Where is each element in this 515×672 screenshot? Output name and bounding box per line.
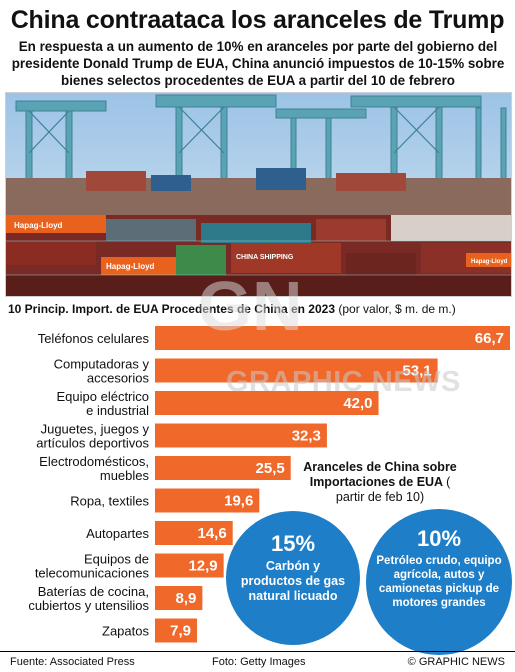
footer: Fuente: Associated Press Foto: Getty Ima… xyxy=(0,651,515,672)
tariff-title: Aranceles de China sobre Importaciones d… xyxy=(296,460,464,505)
tariff-description: Petróleo crudo, equipo agrícola, autos y… xyxy=(376,555,502,609)
bar xyxy=(155,456,291,480)
photo-credit: Foto: Getty Images xyxy=(212,656,306,668)
tariff-percent: 10% xyxy=(416,526,462,551)
source-credit: Fuente: Associated Press xyxy=(10,656,135,668)
tariff-title-text: Aranceles de China sobre Importaciones d… xyxy=(303,460,457,489)
container-label: CHINA SHIPPING xyxy=(236,254,294,261)
bar xyxy=(155,521,233,545)
bar xyxy=(155,391,379,415)
bar xyxy=(155,488,260,513)
container-label: Hapag-Lloyd xyxy=(14,221,63,230)
copyright: © GRAPHIC NEWS xyxy=(407,656,505,668)
tariff-date-note: ( partir de feb 10) xyxy=(335,475,451,504)
bar-value-label: 42,0 xyxy=(343,395,372,412)
bar xyxy=(155,423,327,448)
page-title: China contraataca los aranceles de Trump xyxy=(10,6,505,34)
bar-value-label: 32,3 xyxy=(292,428,321,445)
bar xyxy=(155,618,198,643)
bar xyxy=(155,326,510,350)
tariff-bubble-10: 10% Petróleo crudo, equipo agrícola, aut… xyxy=(366,509,512,655)
bar-value-label: 53,1 xyxy=(402,363,431,380)
bar-value-label: 25,5 xyxy=(256,460,285,477)
port-cranes-photo: Hapag-Lloyd CHINA SHIPPING Hapag-Lloyd H… xyxy=(5,92,512,297)
chart-unit-note: (por valor, $ m. de m.) xyxy=(338,302,456,316)
tariff-bubble-15: 15% Carbón y productos de gas natural li… xyxy=(226,511,360,645)
tariff-percent: 15% xyxy=(270,531,316,556)
category-label: Equipo eléctrico e industrial xyxy=(57,389,150,418)
bar xyxy=(155,586,203,610)
category-label: Baterías de cocina, cubiertos y utensilio… xyxy=(28,584,149,613)
bar xyxy=(155,358,438,383)
bar-value-label: 19,6 xyxy=(224,493,253,510)
category-label: Ropa, textiles xyxy=(70,494,149,509)
tariff-description: Carbón y productos de gas natural licuad… xyxy=(240,559,346,603)
category-label: Autopartes xyxy=(86,526,149,541)
category-label: Computadoras y accesorios xyxy=(54,357,150,386)
bar-value-label: 12,9 xyxy=(188,558,217,575)
chart-title: 10 Princip. Import. de EUA Procedentes d… xyxy=(8,302,513,316)
chart-title-text: 10 Princip. Import. de EUA Procedentes d… xyxy=(8,302,335,316)
bar-chart: 66,7 Teléfonos celulares 53,1 Computadoras … xyxy=(28,326,510,643)
category-label: Electrodomésticos, muebles xyxy=(39,454,149,483)
bar-value-label: 14,6 xyxy=(198,525,227,542)
container-label: Hapag-Lloyd xyxy=(106,262,155,271)
category-label: Zapatos xyxy=(102,624,149,639)
category-label: Teléfonos celulares xyxy=(38,331,150,346)
bar-value-label: 66,7 xyxy=(475,330,504,347)
bar xyxy=(155,553,224,578)
category-label: Juguetes, juegos y artículos deportivos xyxy=(36,422,149,451)
bar-value-label: 8,9 xyxy=(176,590,197,607)
category-label: Equipos de telecomunicaciones xyxy=(35,552,150,581)
watermark-text: GRAPHIC NEWS xyxy=(226,366,461,398)
page-subtitle: En respuesta a un aumento de 10% en aran… xyxy=(11,39,505,88)
bar-value-label: 7,9 xyxy=(170,623,191,640)
container-label: Hapag-Lloyd xyxy=(471,259,508,265)
